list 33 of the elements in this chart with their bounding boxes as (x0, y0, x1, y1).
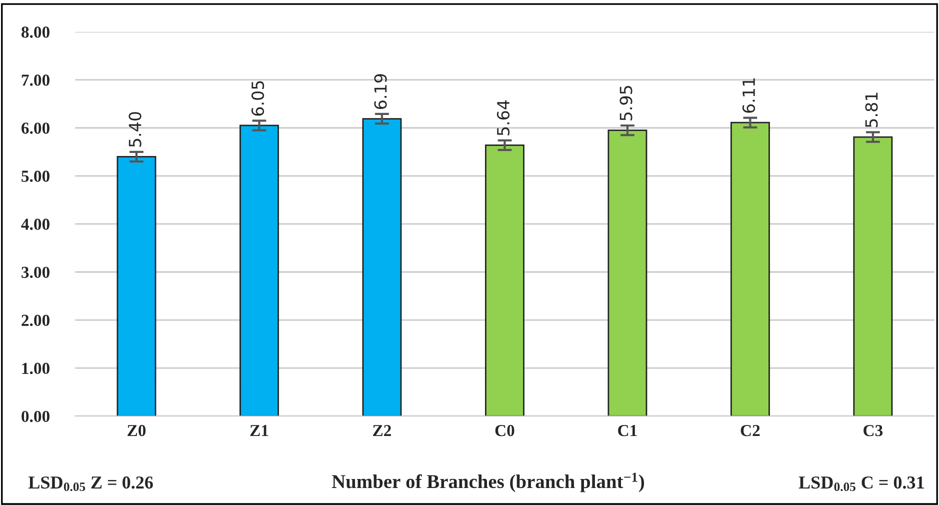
text: LSD$_{0.05}$ C = 0.31 (798, 476, 924, 492)
y-tick-label: 1.00 (22, 362, 50, 374)
bar (484, 144, 524, 416)
bar (362, 118, 402, 416)
data-label: 6.05 (251, 81, 264, 116)
x-tick-label: C0 (495, 424, 514, 436)
x-tick-label: Z0 (128, 424, 146, 436)
data-label: 5.64 (496, 100, 510, 136)
data-label: 6.11 (742, 78, 756, 113)
bar (730, 122, 770, 416)
bar (240, 124, 279, 416)
y-tick-label: 4.00 (21, 218, 50, 230)
y-tick-label: 7.00 (22, 74, 50, 86)
data-label: 5.40 (128, 112, 142, 147)
bar (853, 136, 893, 416)
x-tick-label: C3 (864, 424, 883, 436)
x-axis-title: Number of Branches (branch plant$^{−1}$) (332, 472, 644, 492)
y-tick-label: 8.00 (22, 26, 50, 38)
text: LSD$_{0.05}$ Z = 0.26 (28, 476, 153, 492)
bar (608, 130, 648, 416)
x-tick-label: Z1 (250, 425, 268, 436)
y-tick-label: 6.00 (22, 122, 50, 134)
data-label: 5.81 (865, 92, 878, 128)
y-tick-label: 5.00 (22, 170, 50, 182)
bar (116, 156, 156, 416)
y-tick-label: 0.00 (22, 410, 50, 422)
x-tick-label: C2 (740, 424, 760, 436)
x-tick-label: C1 (618, 424, 637, 436)
x-tick-label: Z2 (373, 424, 391, 436)
data-label: 6.19 (374, 74, 387, 109)
y-tick-label: 2.00 (22, 314, 50, 326)
data-label: 5.95 (620, 86, 632, 120)
y-tick-label: 3.00 (22, 266, 50, 278)
